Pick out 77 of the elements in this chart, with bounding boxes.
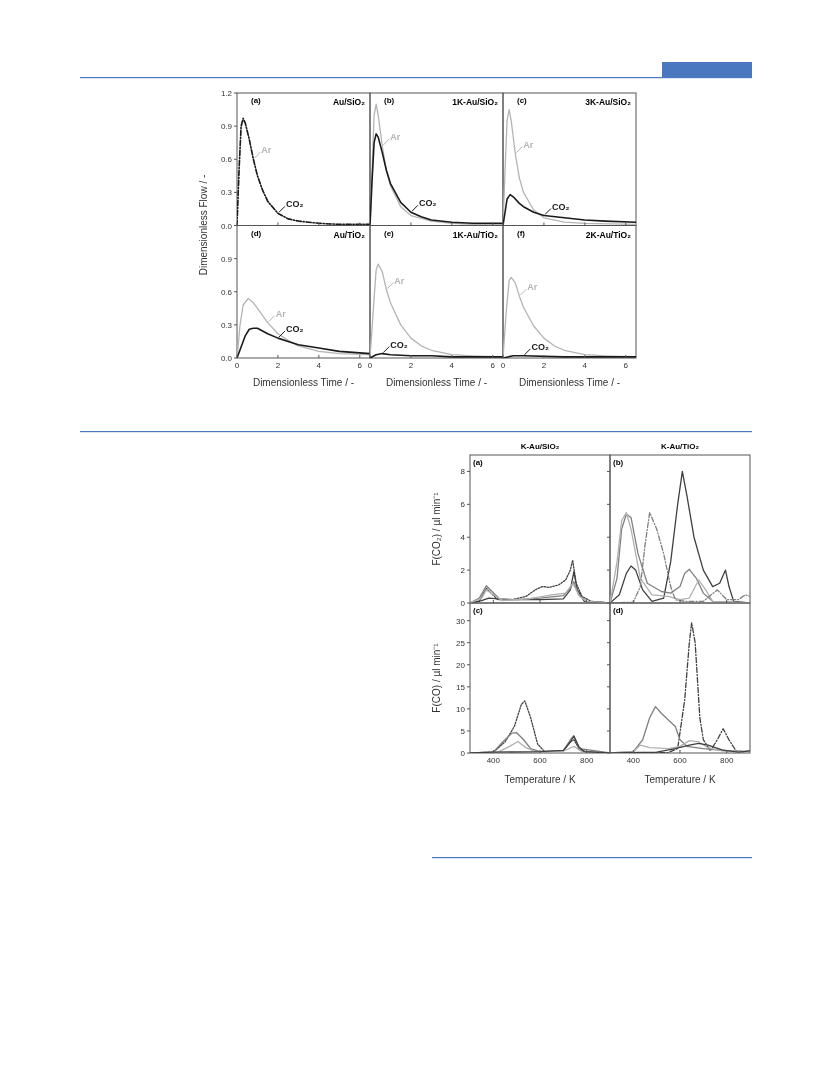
x-tick-label: 0 [500,361,506,370]
y-tick-label: 0.6 [220,287,233,297]
y-tick-label: 6 [460,500,466,510]
text: 2K-Au/TiO₂ [585,229,632,240]
annotation: (a) [473,458,484,467]
text: 1K-Au/SiO₂ [452,97,499,107]
y-axis-title: F(CO) / µl min⁻¹ [431,642,442,713]
x-axis-title: Dimensionless Time / - [385,377,488,388]
x-tick-label: 4 [582,361,588,370]
text: Au/SiO₂ [332,97,366,107]
y-tick-label: 0.0 [220,221,233,231]
annotation: (e) [384,228,395,238]
annotation: (b) [384,96,395,105]
x-tick-label: 800 [719,756,734,765]
annotation: (d) [613,606,624,615]
legend-label: CO₂ [531,341,549,352]
x-tick-label: 800 [579,756,594,765]
text: 1K-Au/TiO₂ [452,229,499,240]
legend-label: Ar [390,132,401,142]
x-axis-title: Temperature / K [644,774,716,785]
y-tick-label: 25 [456,638,466,648]
y-axis-title: Dimensionless Flow / - [198,174,209,276]
y-tick-label: 0.6 [220,155,233,165]
x-tick-label: 400 [486,756,501,765]
x-tick-label: 600 [533,756,548,765]
annotation: (f) [517,228,526,238]
y-tick-label: 10 [456,704,466,714]
x-tick-label: 4 [449,361,455,370]
y-tick-label: 0.3 [220,320,233,330]
legend-label: Ar [275,308,287,319]
y-tick-label: 30 [456,616,466,626]
x-axis-title: Dimensionless Time / - [252,377,355,388]
y-tick-label: 2 [460,566,466,576]
y-tick-label: 15 [456,682,466,692]
annotation: (c) [473,606,484,615]
x-tick-label: 6 [490,361,496,370]
legend-label: CO₂ [285,324,304,335]
x-tick-label: 6 [623,361,629,370]
y-tick-label: 0.9 [220,254,233,264]
x-tick-label: 6 [357,361,363,370]
legend-label: CO₂ [390,339,408,350]
x-tick-label: 2 [408,361,414,370]
y-tick-label: 4 [460,533,466,543]
text: Au/TiO₂ [333,229,366,240]
y-tick-label: 0 [460,749,466,758]
chart-title: K-Au/SiO₂ [520,442,560,451]
x-tick-label: 0 [367,361,373,370]
annotation: (a) [251,96,262,105]
x-tick-label: 2 [541,361,547,370]
legend-label: Ar [523,139,534,150]
x-tick-label: 600 [673,756,688,765]
y-tick-label: 0.3 [220,188,233,198]
x-tick-label: 2 [275,361,281,370]
legend-label: Ar [394,275,405,286]
annotation: (b) [613,458,624,467]
x-tick-label: 0 [234,361,240,370]
y-tick-label: 8 [460,467,466,477]
annotation: (c) [517,96,528,105]
legend-label: CO₂ [285,199,304,210]
x-axis-title: Temperature / K [504,774,576,785]
legend-label: Ar [527,282,538,293]
y-axis-title: F(CO₂) / µl min⁻¹ [431,491,442,566]
y-tick-label: 5 [460,726,466,736]
y-tick-label: 0.9 [220,122,233,132]
legend-label: Ar [261,145,272,156]
x-axis-title: Dimensionless Time / - [518,377,621,388]
text: 3K-Au/SiO₂ [585,97,632,107]
legend-label: CO₂ [418,198,437,209]
x-tick-label: 4 [316,361,322,370]
legend-label: CO₂ [551,201,570,212]
y-tick-label: 20 [456,660,466,670]
y-tick-label: 0 [460,599,466,608]
annotation: (d) [251,228,262,238]
chart-title: K-Au/TiO₂ [660,442,700,451]
y-tick-label: 0.0 [220,354,233,363]
y-tick-label: 1.2 [220,89,233,98]
x-tick-label: 400 [626,756,641,765]
